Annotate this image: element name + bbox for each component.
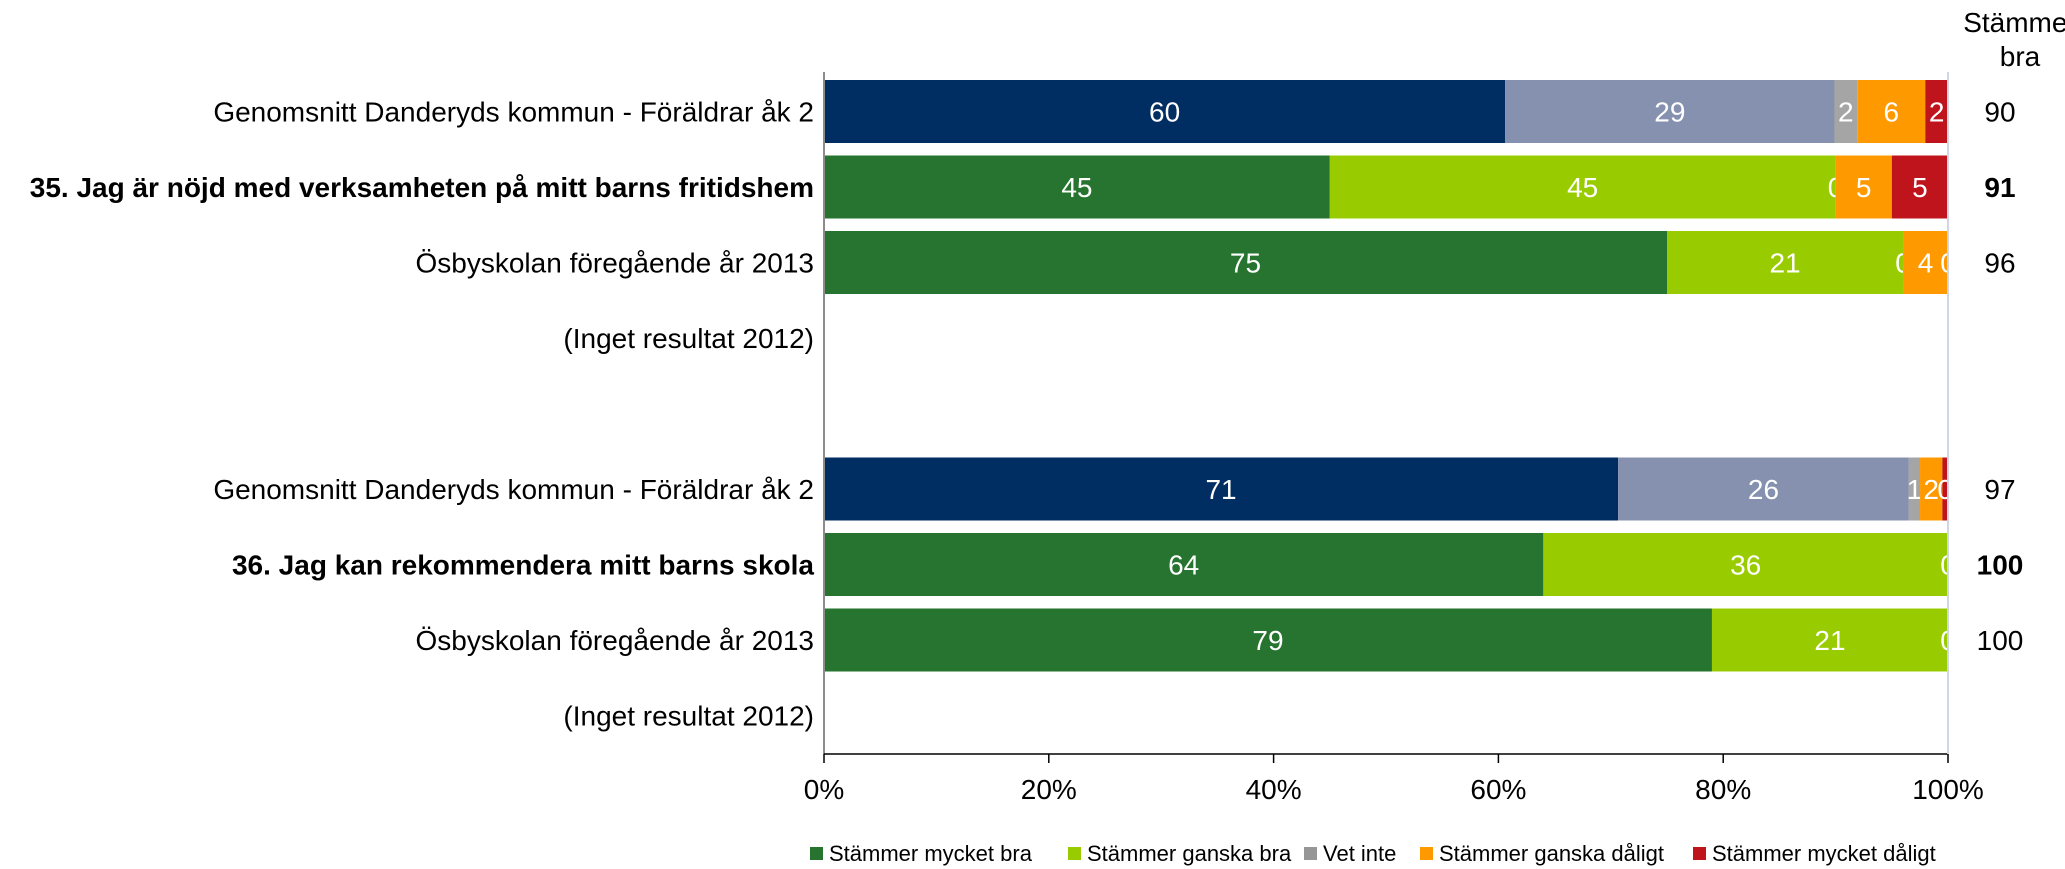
legend-swatch <box>1068 847 1081 860</box>
legend-swatch <box>1693 847 1706 860</box>
data-label: 26 <box>1748 474 1779 505</box>
data-label: 0 <box>1937 474 1953 505</box>
category-labels: Genomsnitt Danderyds kommun - Föräldrar … <box>30 97 815 732</box>
legend-swatch <box>810 847 823 860</box>
data-label: 29 <box>1654 97 1685 128</box>
data-label: 2 <box>1838 97 1854 128</box>
data-label: 79 <box>1252 625 1283 656</box>
category-label: Genomsnitt Danderyds kommun - Föräldrar … <box>213 97 814 128</box>
data-label: 36 <box>1730 550 1761 581</box>
legend-label: Stämmer mycket bra <box>829 841 1033 866</box>
legend-swatch <box>1420 847 1433 860</box>
right-column-header-line-1: Stämmer <box>1963 7 2065 38</box>
data-label: 2 <box>1923 474 1939 505</box>
stammer-bra-value: 97 <box>1984 474 2015 505</box>
data-label: 1 <box>1907 474 1923 505</box>
category-label: 35. Jag är nöjd med verksamheten på mitt… <box>30 172 814 203</box>
data-label: 4 <box>1918 248 1934 279</box>
bar-segment-st-mmer-ganska-d-ligt <box>1920 457 1943 521</box>
stammer-bra-value: 91 <box>1984 172 2015 203</box>
legend-label: Stämmer ganska dåligt <box>1439 841 1664 866</box>
bar-segment-vet-inte <box>1908 457 1921 521</box>
data-label: 45 <box>1567 172 1598 203</box>
x-tick-label: 100% <box>1912 774 1984 805</box>
right-values: 90 91 96 97 100 100 <box>1977 97 2024 657</box>
bar-segment-st-mmer-mycket-bra <box>824 533 1544 596</box>
bar-segment-st-mmer-ganska-d-ligt <box>1857 80 1926 143</box>
data-label: 21 <box>1814 625 1845 656</box>
legend: Stämmer mycket bra Stämmer ganska bra Vet … <box>810 841 1936 866</box>
x-tick-label: 60% <box>1470 774 1526 805</box>
bar-segment-st-mmer-mycket-bra <box>824 608 1712 672</box>
category-label: 36. Jag kan rekommendera mitt barns skol… <box>232 550 814 581</box>
bar-segment-st-mmer-ganska-bra <box>1543 533 1948 596</box>
data-label: 5 <box>1856 172 1872 203</box>
right-column-header-line-2: bra <box>2000 41 2041 72</box>
x-tick-label: 0% <box>804 774 844 805</box>
stammer-bra-value: 100 <box>1977 550 2024 581</box>
category-label: (Inget resultat 2012) <box>563 701 814 732</box>
data-label: 6 <box>1883 97 1899 128</box>
legend-swatch <box>1304 847 1317 860</box>
category-label: Ösbyskolan föregående år 2013 <box>416 248 815 279</box>
legend-label: Vet inte <box>1323 841 1396 866</box>
category-label: Ösbyskolan föregående år 2013 <box>416 625 815 656</box>
x-tick-label: 80% <box>1695 774 1751 805</box>
bar-segment-st-mmer-mycket-d-ligt <box>1925 80 1948 143</box>
bar-segment-st-mmer-mycket-bra <box>824 155 1330 219</box>
data-label: 5 <box>1912 172 1928 203</box>
bar-segment-vet-inte <box>1834 80 1858 143</box>
data-label: 45 <box>1061 172 1092 203</box>
bar-segment-st-mmer-ganska-bra <box>1505 80 1835 143</box>
bar-segment-st-mmer-ganska-bra <box>1329 155 1836 219</box>
category-label: (Inget resultat 2012) <box>563 323 814 354</box>
bar-segment-st-mmer-ganska-bra <box>1667 231 1904 294</box>
x-tick-label: 40% <box>1246 774 1302 805</box>
x-tick-label: 20% <box>1021 774 1077 805</box>
bar-segment-st-mmer-mycket-bra <box>824 457 1619 521</box>
data-label: 75 <box>1230 248 1261 279</box>
stammer-bra-value: 100 <box>1977 625 2024 656</box>
bar-segment-st-mmer-mycket-d-ligt <box>1942 457 1948 521</box>
legend-label: Stämmer mycket dåligt <box>1712 841 1936 866</box>
bar-segment-st-mmer-mycket-bra <box>824 231 1667 294</box>
data-label: 60 <box>1149 97 1180 128</box>
stammer-bra-value: 90 <box>1984 97 2015 128</box>
bar-segment-st-mmer-mycket-d-ligt <box>1891 155 1948 219</box>
data-label: 71 <box>1205 474 1236 505</box>
data-label: 2 <box>1929 97 1945 128</box>
bar-segment-st-mmer-mycket-bra <box>824 80 1506 143</box>
data-label: 21 <box>1769 248 1800 279</box>
stammer-bra-value: 96 <box>1984 248 2015 279</box>
category-label: Genomsnitt Danderyds kommun - Föräldrar … <box>213 474 814 505</box>
x-axis: 0% 20% 40% 60% 80% 100% <box>804 72 1984 805</box>
bar-segment-st-mmer-ganska-d-ligt <box>1903 231 1948 294</box>
bar-segment-st-mmer-ganska-bra <box>1618 457 1909 521</box>
bar-segment-st-mmer-ganska-d-ligt <box>1835 155 1892 219</box>
right-column-header: Stämmer bra <box>1963 7 2065 72</box>
bar-segment-st-mmer-ganska-bra <box>1711 608 1948 672</box>
legend-label: Stämmer ganska bra <box>1087 841 1292 866</box>
data-label: 64 <box>1168 550 1199 581</box>
bars: 60292624545055752104071261206436079210 <box>824 80 1956 672</box>
